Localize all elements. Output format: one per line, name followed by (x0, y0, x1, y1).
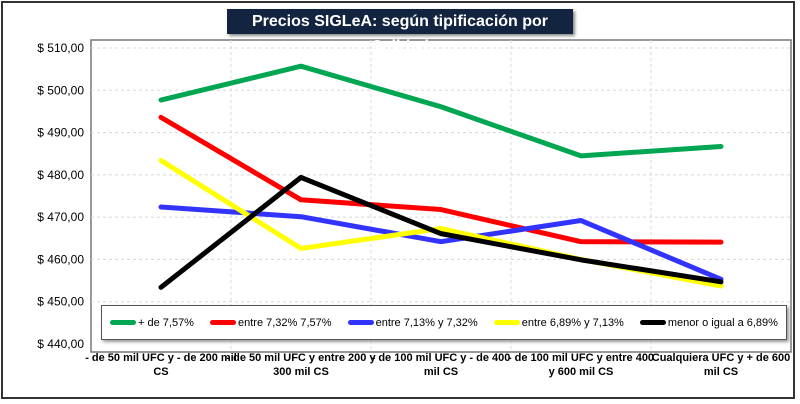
plot-area (90, 39, 792, 353)
legend-item: menor o igual a 6,89% (639, 316, 778, 329)
legend-swatch (209, 320, 236, 325)
legend-label: menor o igual a 6,89% (667, 316, 778, 329)
x-tick-label: Cualquiera UFC y + de 600 (652, 352, 790, 364)
legend-swatch (493, 320, 520, 325)
x-tick-label: mil CS (424, 366, 458, 378)
legend-item: + de 7,57% (110, 317, 194, 329)
y-tick-label: $ 450,00 (37, 295, 84, 309)
y-tick-label: $ 470,00 (37, 210, 84, 224)
x-tick-label: mil CS (704, 366, 738, 378)
y-tick-label: $ 460,00 (37, 252, 84, 266)
x-tick-label: y 600 mil CS (549, 366, 614, 378)
legend-swatch (639, 320, 666, 325)
x-tick-label: - de 100 mil UFC y - de 400 (372, 352, 511, 364)
x-tick-label: CS (153, 366, 168, 378)
legend-label: entre 7,13% y 7,32% (375, 316, 478, 329)
y-tick-label: $ 510,00 (37, 41, 84, 55)
x-tick-label: - de 50 mil UFC y - de 200 mil (85, 352, 237, 364)
legend-item: entre 7,32% 7,57% (209, 316, 332, 329)
legend-label: entre 6,89% y 7,13% (521, 316, 624, 329)
x-tick-label: - de 100 mil UFC y entre 400 (508, 352, 654, 364)
y-tick-label: $ 480,00 (37, 168, 84, 182)
legend-label: + de 7,57% (138, 316, 194, 329)
legend-item: entre 6,89% y 7,13% (493, 316, 624, 329)
x-tick-label: - de 50 mil UFC y entre 200 y (226, 352, 376, 364)
y-tick-label: $ 490,00 (37, 126, 84, 140)
legend: + de 7,57% entre 7,32% 7,57% entre 7,13% y… (101, 305, 787, 340)
y-tick-label: $ 440,00 (37, 337, 84, 351)
legend-swatch (110, 320, 136, 325)
x-tick-label: 300 mil CS (273, 366, 329, 378)
chart-title: Precios SIGLeA: según tipificación por C… (227, 9, 573, 55)
legend-swatch (347, 320, 374, 325)
legend-label: entre 7,32% 7,57% (237, 316, 332, 329)
legend-item: entre 7,13% y 7,32% (347, 316, 478, 329)
y-tick-label: $ 500,00 (37, 83, 84, 97)
